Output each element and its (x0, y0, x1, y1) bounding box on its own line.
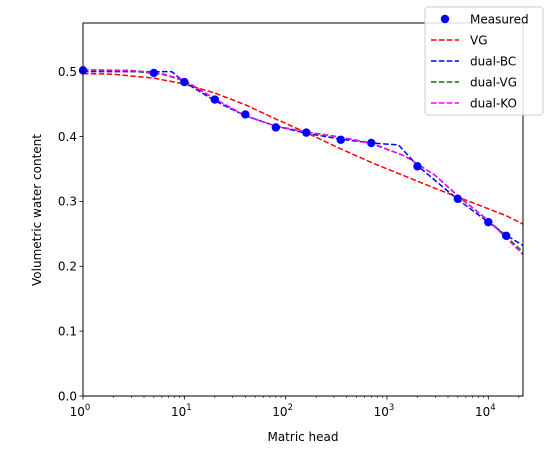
plot-frame (82, 22, 524, 397)
legend-label: Measured (470, 12, 529, 26)
series-line-dual-ko (82, 68, 524, 256)
measured-point (241, 110, 250, 119)
y-tick-label: 0.1 (58, 324, 77, 338)
measured-point (367, 138, 376, 148)
measured-point (180, 77, 189, 87)
legend-label: dual-VG (470, 75, 517, 89)
measured-point (413, 162, 422, 171)
x-tick-label: 100 (70, 403, 91, 419)
legend-box (424, 6, 544, 116)
measured-point (453, 194, 463, 203)
legend-label: dual-BC (470, 54, 516, 68)
y-tick-label: 0.4 (58, 130, 77, 144)
legend-items: Measured VG dual-BC dual-VG dual-KO (431, 12, 529, 110)
measured-point (484, 217, 493, 227)
x-tick-label: 101 (171, 403, 192, 419)
legend: Measured VG dual-BC dual-VG dual-KO (424, 6, 544, 116)
measured-point (271, 123, 281, 132)
y-tick-label: 0.5 (58, 65, 77, 79)
legend-label: VG (470, 33, 488, 47)
measured-point (210, 95, 220, 104)
measured-point (336, 135, 345, 144)
measured-point (302, 128, 311, 137)
y-axis-ticks: 0.0 0.1 0.2 0.3 0.4 0.5 (58, 65, 83, 403)
x-tick-label: 102 (272, 403, 293, 419)
x-axis-label: Matric head (267, 430, 338, 444)
points-layer (78, 66, 511, 240)
measured-point (149, 68, 159, 78)
y-axis-label: Volumetric water content (30, 134, 44, 286)
x-tick-label: 103 (374, 403, 395, 419)
x-tick-label: 104 (475, 403, 496, 419)
legend-label: dual-KO (470, 96, 517, 110)
y-tick-label: 0.0 (58, 389, 77, 403)
y-tick-label: 0.2 (58, 260, 77, 274)
x-axis-ticks: 100 101 102 103 104 (70, 396, 520, 419)
y-tick-label: 0.3 (58, 195, 77, 209)
measured-point (501, 231, 511, 240)
legend-marker (440, 14, 450, 24)
